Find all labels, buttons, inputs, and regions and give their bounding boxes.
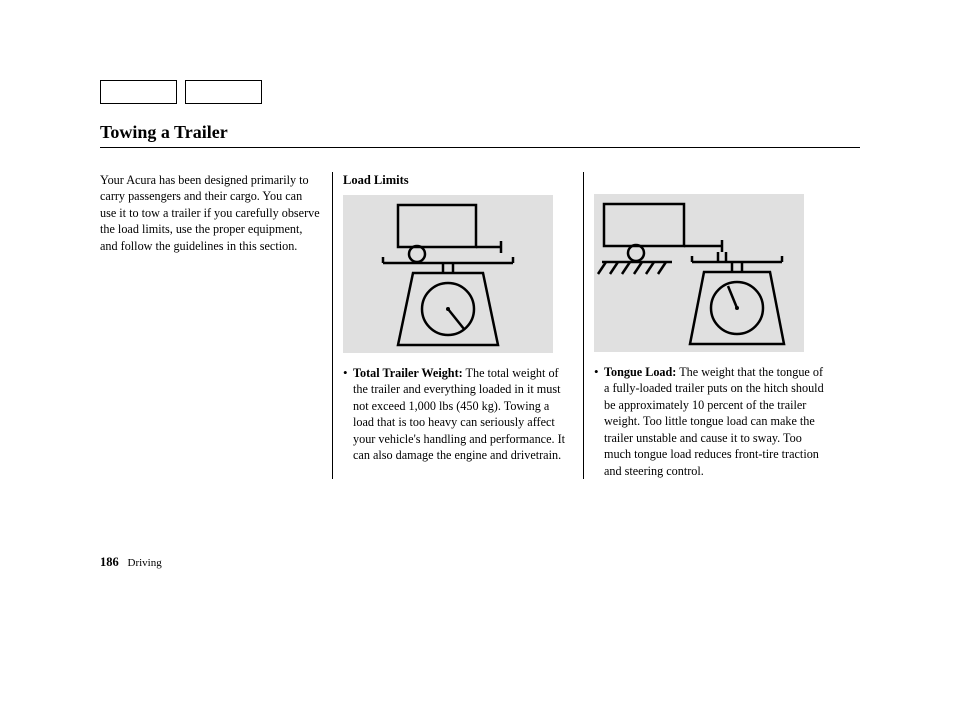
tongue-load-body: The weight that the tongue of a fully-lo… xyxy=(604,365,824,478)
load-limits-heading: Load Limits xyxy=(343,172,573,189)
column-total-weight: Load Limits xyxy=(332,172,583,479)
tongue-load-label: Tongue Load: xyxy=(604,365,676,379)
intro-text: Your Acura has been designed primarily t… xyxy=(100,172,320,254)
total-weight-body: The total weight of the trailer and ever… xyxy=(353,366,565,462)
trailer-scale-icon xyxy=(343,195,553,353)
bullet-marker: • xyxy=(343,365,353,464)
column-intro: Your Acura has been designed primarily t… xyxy=(100,172,332,479)
figure-tongue-on-scale xyxy=(594,194,804,352)
page-number: 186 xyxy=(100,555,119,569)
content-columns: Your Acura has been designed primarily t… xyxy=(100,172,860,479)
bullet-tongue-load: • Tongue Load: The weight that the tongu… xyxy=(594,364,824,479)
figure-trailer-on-scale xyxy=(343,195,553,353)
bullet-text-tongue: Tongue Load: The weight that the tongue … xyxy=(604,364,824,479)
total-weight-label: Total Trailer Weight: xyxy=(353,366,463,380)
bullet-marker: • xyxy=(594,364,604,479)
tongue-scale-icon xyxy=(594,194,804,352)
bullet-total-weight: • Total Trailer Weight: The total weight… xyxy=(343,365,573,464)
bullet-text-total: Total Trailer Weight: The total weight o… xyxy=(353,365,573,464)
page-title: Towing a Trailer xyxy=(100,122,860,148)
chapter-label: Driving xyxy=(128,557,162,569)
nav-box-1 xyxy=(100,80,177,104)
page-footer: 186 Driving xyxy=(100,555,162,570)
column-tongue-load: • Tongue Load: The weight that the tongu… xyxy=(583,172,824,479)
nav-boxes xyxy=(100,80,860,104)
nav-box-2 xyxy=(185,80,262,104)
